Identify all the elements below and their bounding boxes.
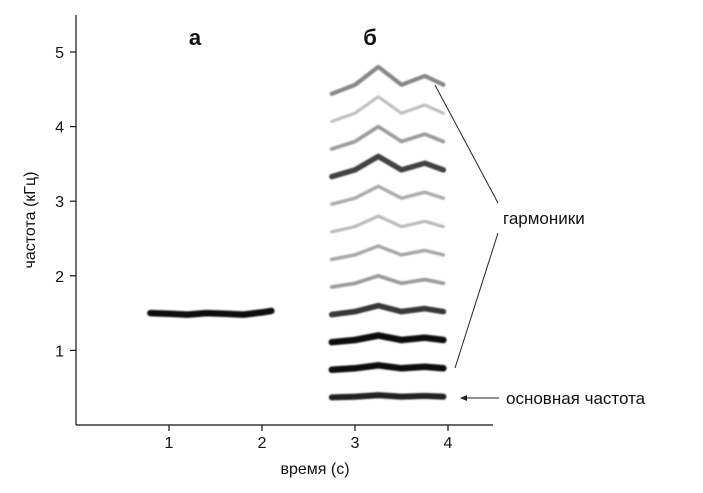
panel-b-harmonic-8-trace bbox=[330, 184, 446, 206]
y-tick-label: 5 bbox=[55, 45, 64, 62]
y-axis-title: частота (кГц) bbox=[22, 172, 39, 269]
y-tick-label: 2 bbox=[55, 269, 64, 286]
x-tick-label: 2 bbox=[258, 435, 267, 452]
panel-b-harmonic-4-trace bbox=[328, 302, 447, 318]
axis-ticks: 1 2 3 4 1 2 3 4 5 bbox=[55, 45, 452, 452]
panel-label-b: б bbox=[363, 25, 377, 50]
harmonics-bracket-lower bbox=[454, 232, 499, 369]
panel-b-harmonic-11-trace bbox=[330, 95, 445, 123]
y-tick-label: 3 bbox=[55, 194, 64, 211]
x-tick-label: 4 bbox=[444, 435, 453, 452]
panel-b-harmonic-3-trace bbox=[328, 332, 447, 346]
plot-axes bbox=[75, 15, 493, 426]
panel-b-harmonic-12-trace bbox=[329, 64, 446, 96]
panel-b-harmonic-10-trace bbox=[329, 124, 446, 151]
harmonics-label: гармоники bbox=[503, 209, 585, 228]
y-tick-label: 1 bbox=[55, 343, 64, 360]
panel-b-harmonic-7-trace bbox=[330, 214, 445, 234]
x-tick-label: 3 bbox=[351, 435, 360, 452]
x-tick-label: 1 bbox=[165, 435, 174, 452]
harmonics-bracket-upper bbox=[434, 84, 499, 204]
panel-label-a: а bbox=[189, 25, 202, 50]
panel-b-harmonic-1-trace bbox=[328, 392, 447, 401]
y-tick-label: 4 bbox=[55, 120, 64, 137]
annotations: гармоники основная частота bbox=[434, 84, 646, 408]
fundamental-label: основная частота bbox=[506, 389, 646, 408]
panel-b-harmonic-9-trace bbox=[329, 153, 447, 180]
panel-b-harmonic-5-trace bbox=[329, 273, 446, 289]
panel-b-harmonic-6-trace bbox=[330, 244, 446, 262]
panel-a-harmonic-1-trace bbox=[147, 307, 275, 318]
fundamental-arrow-head bbox=[460, 395, 467, 401]
panel-b-harmonic-2-trace bbox=[328, 362, 447, 374]
x-axis-title: время (с) bbox=[280, 461, 349, 478]
spectrogram-traces bbox=[147, 64, 447, 401]
